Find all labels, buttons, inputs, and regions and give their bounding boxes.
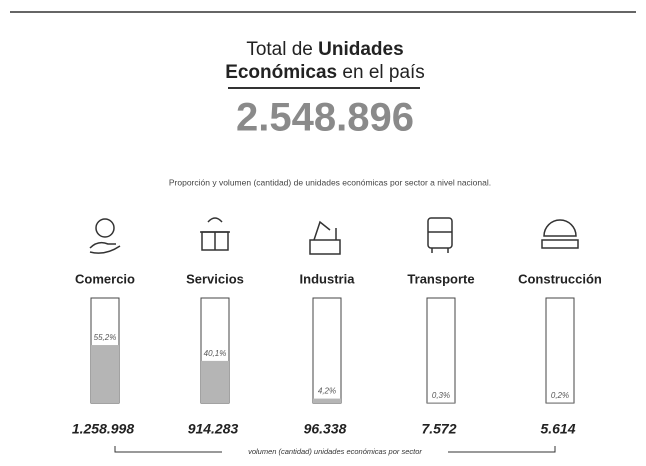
icons [89,217,579,255]
count-label: 1.258.998 [72,421,134,437]
value-label: 4,2% [318,387,336,396]
title-part: en el país [342,62,424,83]
category-label: Construcción [518,271,602,286]
category-label: Servicios [186,271,244,286]
category-label: Industria [300,271,356,286]
bar-frame [426,297,456,404]
count-label: 5.614 [540,421,575,437]
category-label: Comercio [75,271,135,286]
count-label: 7.572 [421,421,456,437]
bar [91,345,119,403]
title-line-2: Económicas en el país [225,62,425,83]
bar-frame [545,297,575,404]
value-label: 0,2% [551,391,569,400]
title-part: Unidades [318,39,404,60]
subtitle: Proporción y volumen (cantidad) de unida… [169,177,491,187]
title-part: Total de [246,39,313,60]
count-label: 914.283 [188,421,239,437]
value-label: 0,3% [432,391,450,400]
bar [313,398,341,403]
bar [201,360,229,403]
title-line-1: Total de Unidades [246,39,403,60]
footer: volumen (cantidad) unidades económicas p… [248,447,422,456]
title-part: Económicas [225,62,337,83]
category-label: Transporte [407,271,474,286]
count-label: 96.338 [304,421,347,437]
value-label: 55,2% [94,333,117,342]
total: 2.548.896 [236,96,414,140]
footer-bg [222,447,448,457]
value-label: 40,1% [204,349,227,358]
